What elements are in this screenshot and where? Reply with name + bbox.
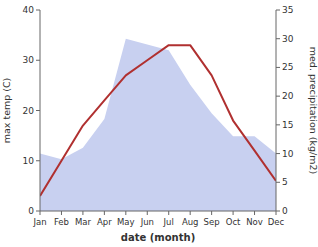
x-tick bbox=[40, 211, 41, 215]
x-tick-label: Oct bbox=[226, 217, 241, 227]
x-tick-label: Apr bbox=[97, 217, 112, 227]
x-tick bbox=[190, 211, 191, 215]
y-tick-label: 20 bbox=[23, 106, 35, 116]
y2-tick-label: 30 bbox=[282, 34, 294, 44]
chart-container: 0 10 20 30 40 0 5 10 15 20 25 30 35 Jan Feb Mar Apr May Ju… bbox=[0, 0, 318, 247]
x-tick bbox=[276, 211, 277, 215]
precipitation-area bbox=[40, 39, 276, 211]
temperature-line bbox=[40, 45, 276, 196]
plot-area bbox=[40, 39, 276, 211]
y2-tick-label: 0 bbox=[282, 206, 288, 216]
x-tick-label: Feb bbox=[54, 217, 69, 227]
y2-axis-title: med. precipitation (kg/m2) bbox=[308, 47, 318, 174]
x-tick-label: Jul bbox=[163, 217, 174, 227]
y2-tick bbox=[276, 124, 280, 125]
x-tick-label: May bbox=[117, 217, 135, 227]
y-tick bbox=[36, 10, 40, 11]
y2-tick bbox=[276, 96, 280, 97]
x-tick bbox=[125, 211, 126, 215]
x-tick-label: Aug bbox=[182, 217, 199, 227]
x-tick-label: Dec bbox=[268, 217, 285, 227]
y-tick-label: 40 bbox=[23, 5, 35, 15]
x-tick-label: Jan bbox=[32, 217, 46, 227]
y-tick-label: 30 bbox=[23, 55, 35, 65]
axes: 0 10 20 30 40 0 5 10 15 20 25 30 35 Jan Feb Mar Apr May Ju… bbox=[23, 5, 294, 227]
y2-tick bbox=[276, 182, 280, 183]
y-tick bbox=[36, 110, 40, 111]
y2-tick bbox=[276, 67, 280, 68]
y-tick-label: 10 bbox=[23, 156, 35, 166]
y2-tick-label: 15 bbox=[282, 120, 293, 130]
y2-tick-label: 35 bbox=[282, 5, 293, 15]
y2-tick bbox=[276, 211, 280, 212]
y-tick bbox=[36, 211, 40, 212]
y-tick-label: 0 bbox=[28, 206, 34, 216]
x-tick-label: Sep bbox=[204, 217, 220, 227]
x-tick bbox=[61, 211, 62, 215]
y2-tick-label: 20 bbox=[282, 91, 294, 101]
y2-tick-label: 25 bbox=[282, 62, 293, 72]
x-tick-label: Jun bbox=[140, 217, 154, 227]
y2-tick-label: 10 bbox=[282, 149, 294, 159]
chart-svg: 0 10 20 30 40 0 5 10 15 20 25 30 35 Jan Feb Mar Apr May Ju… bbox=[0, 0, 318, 247]
y2-tick-label: 5 bbox=[282, 177, 288, 187]
x-tick bbox=[82, 211, 83, 215]
x-tick-label: Nov bbox=[246, 217, 263, 227]
y-tick bbox=[36, 60, 40, 61]
x-tick-label: Mar bbox=[75, 217, 92, 227]
y-axis-title: max temp (C) bbox=[1, 78, 12, 144]
x-axis-title: date (month) bbox=[121, 232, 195, 243]
x-tick bbox=[233, 211, 234, 215]
x-axis-line bbox=[40, 211, 276, 212]
x-tick bbox=[211, 211, 212, 215]
y2-tick bbox=[276, 10, 280, 11]
x-tick bbox=[254, 211, 255, 215]
x-tick bbox=[104, 211, 105, 215]
x-tick bbox=[147, 211, 148, 215]
y2-tick bbox=[276, 153, 280, 154]
y2-tick bbox=[276, 38, 280, 39]
y2-axis-line bbox=[276, 10, 277, 211]
y-tick bbox=[36, 160, 40, 161]
x-tick bbox=[168, 211, 169, 215]
